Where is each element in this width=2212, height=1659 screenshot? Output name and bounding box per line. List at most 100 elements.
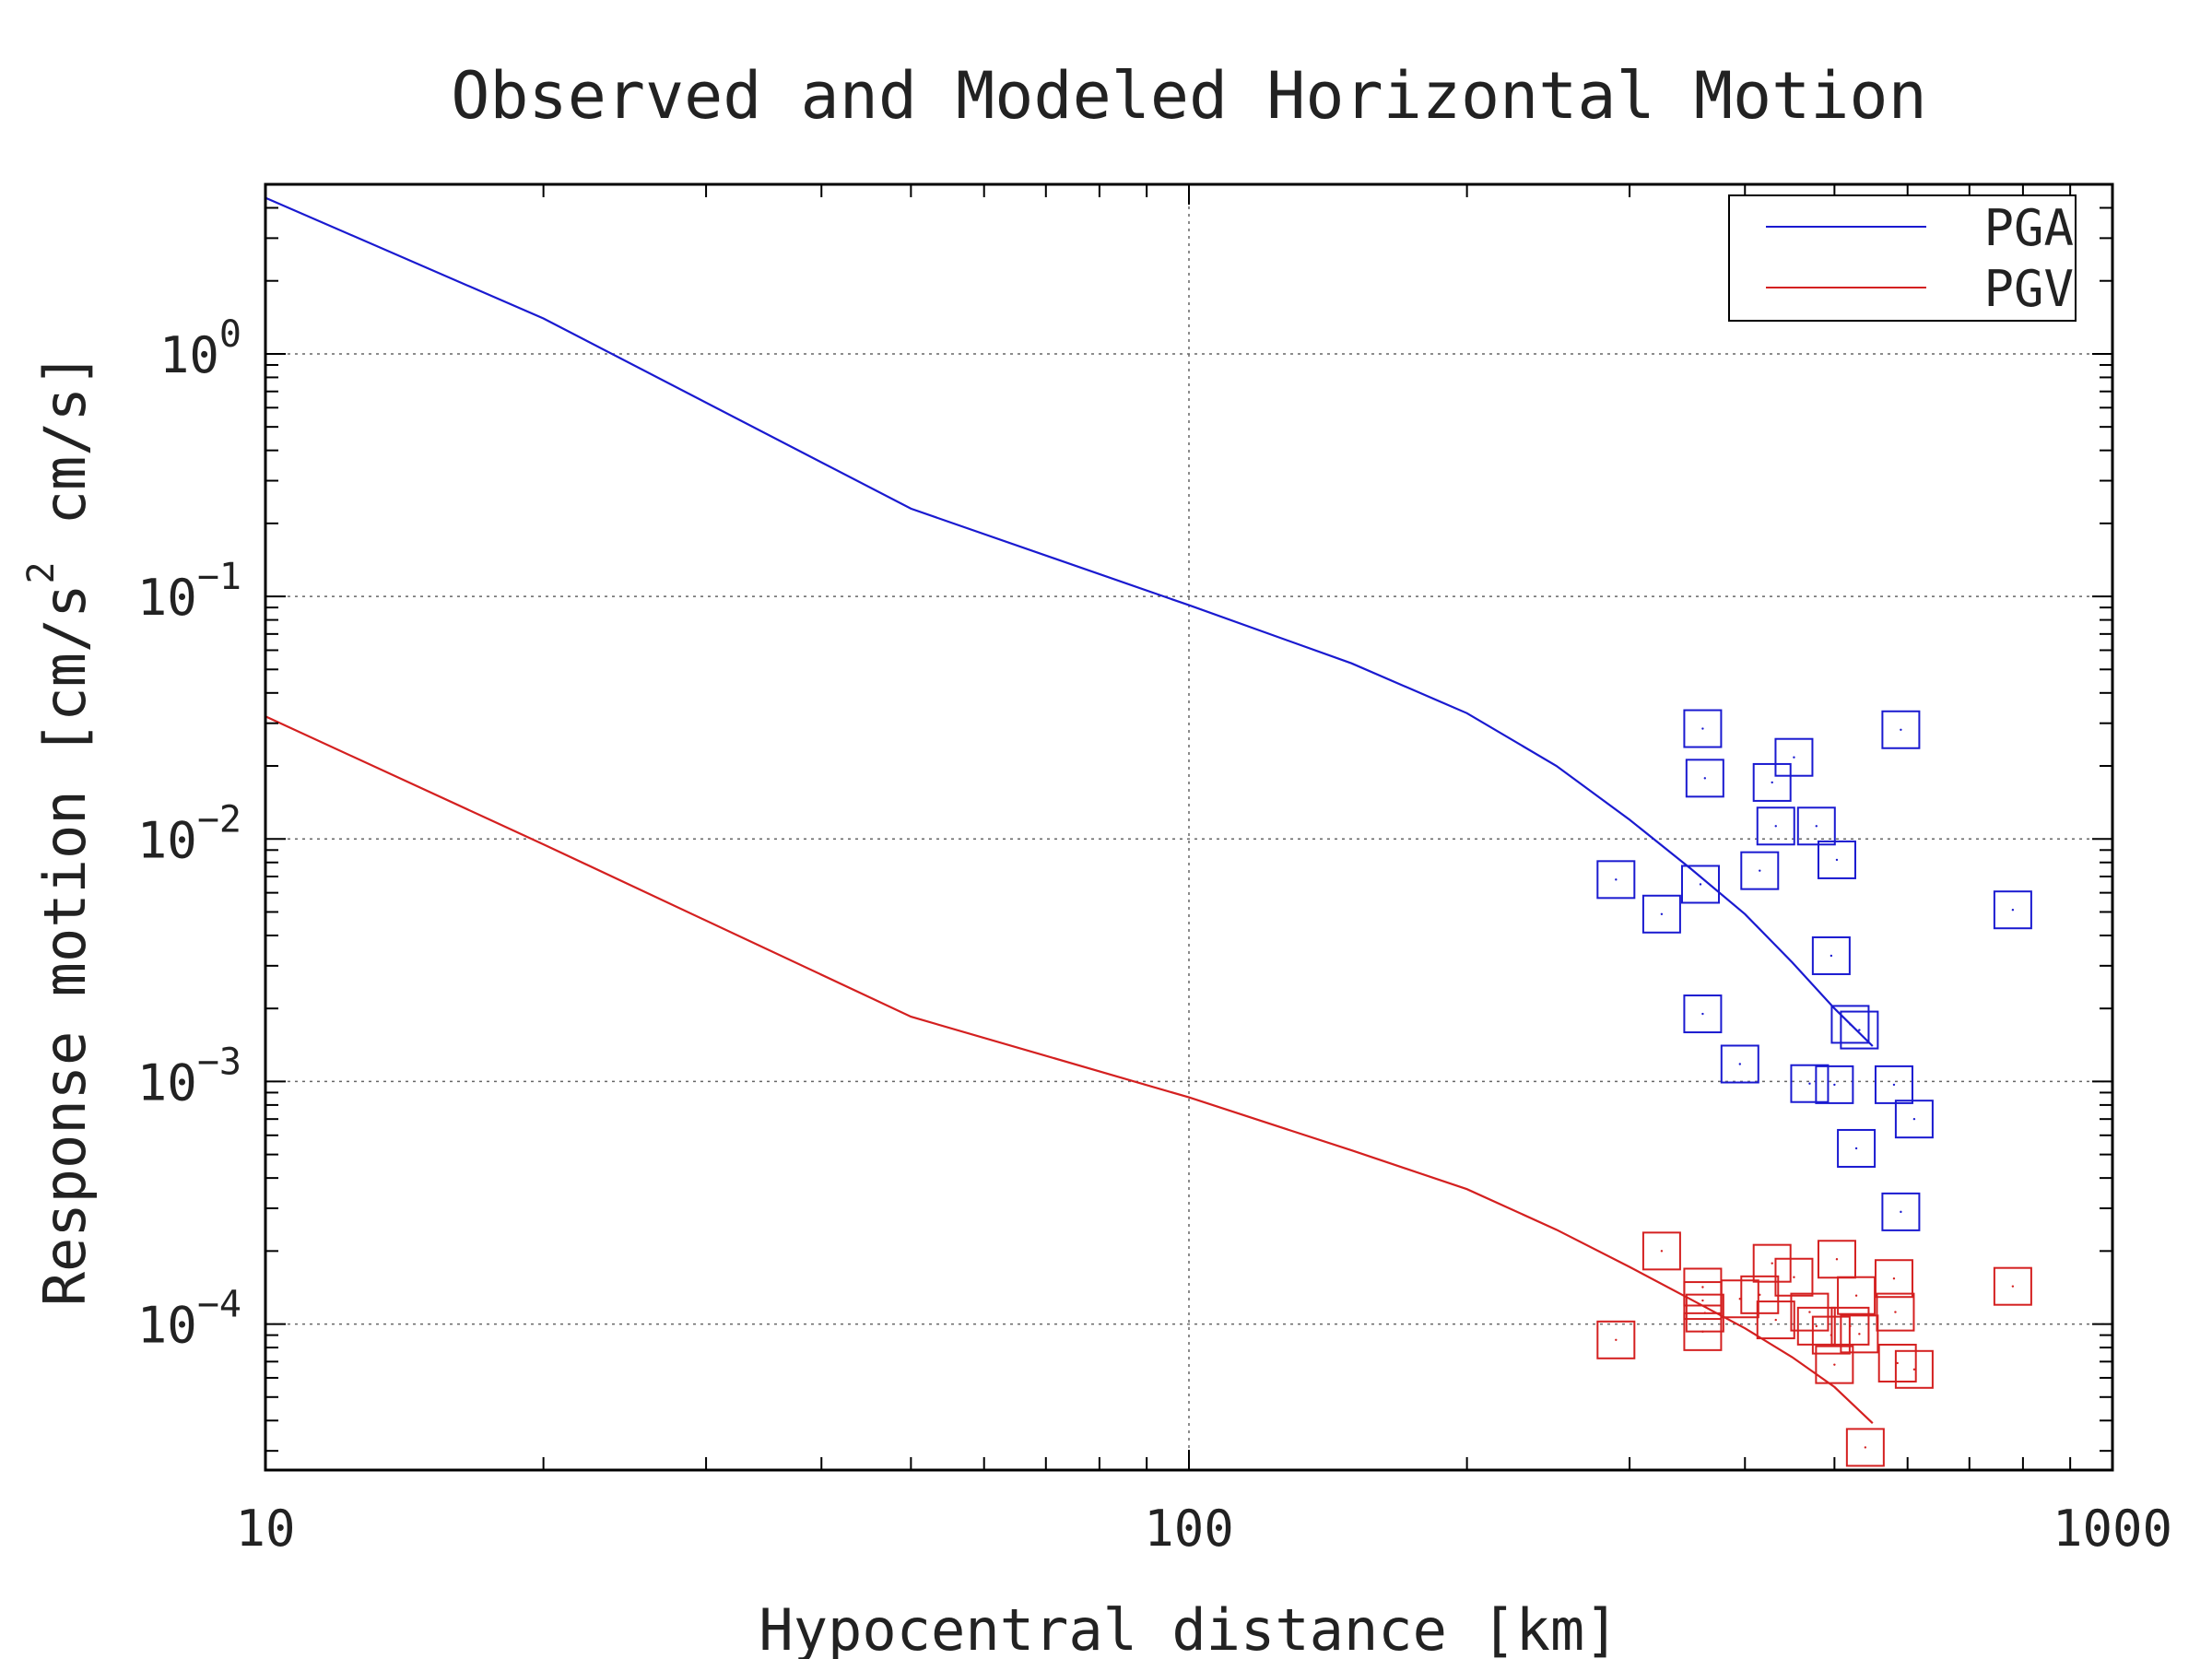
marker-pga [1840,1010,1879,1050]
marker-dot-pga [1774,825,1777,828]
marker-pga [1817,840,1856,879]
marker-dot-pga [1815,825,1818,828]
marker-dot-pga [1833,1083,1836,1087]
chart-title: Observed and Modeled Horizontal Motion [451,58,1926,134]
marker-pga [1683,709,1723,748]
y-tick-exponent: −4 [197,1284,241,1326]
marker-pgv [1874,1259,1913,1299]
y-tick-label: 10−1 [137,556,241,627]
marker-dot-pga [1892,1083,1896,1087]
marker-pga [1881,710,1921,749]
marker-dot-pgv [1892,1277,1896,1280]
legend-box [1728,194,2077,322]
marker-dot-pgv [1808,1311,1811,1313]
marker-dot-pga [1793,756,1795,759]
marker-dot-pgv [1912,1368,1916,1371]
x-axis-label: Hypocentral distance [km] [759,1596,1618,1659]
y-tick-exponent: −1 [197,556,241,598]
marker-dot-pgv [1854,1294,1858,1297]
marker-pga [1740,851,1780,890]
y-axis-label-unit: cm/s] [31,353,99,525]
marker-pga [1837,1128,1877,1168]
marker-pgv [1752,1243,1792,1283]
marker-pgv [1596,1320,1636,1359]
y-tick-base: 10 [137,569,197,627]
marker-dot-pgv [1701,1330,1704,1334]
marker-dot-pga [1830,954,1833,958]
marker-dot-pgv [1701,1286,1704,1288]
marker-pgv [1817,1240,1856,1279]
marker-pgv [1756,1300,1795,1340]
y-tick-exponent: 0 [219,313,241,356]
marker-pgv [1815,1345,1854,1384]
marker-pga [1811,935,1851,975]
x-tick-label: 10 [235,1500,295,1558]
marker-dot-pgv [2011,1285,2015,1288]
marker-pgv [1840,1314,1879,1354]
marker-pgv [1790,1292,1830,1332]
marker-pga [1774,737,1814,777]
marker-pga [1815,1065,1854,1104]
marker-pgv [1796,1306,1836,1346]
marker-dot-pgv [1864,1446,1867,1449]
marker-dot-pgv [1858,1333,1861,1335]
y-tick-exponent: −3 [197,1041,241,1083]
y-tick-label: 100 [159,313,241,384]
marker-pgv [1876,1292,1915,1332]
marker-dot-pga [1912,1117,1916,1121]
marker-pga [1641,894,1681,934]
marker-dot-pgv [1615,1338,1618,1342]
y-tick-exponent: −2 [197,798,241,841]
marker-dot-pgv [1793,1276,1795,1278]
marker-dot-pga [1660,912,1664,915]
marker-pga [1881,1192,1921,1231]
marker-dot-pga [1849,1023,1852,1026]
x-tick-label: 1000 [2053,1500,2172,1558]
marker-dot-pgv [1833,1363,1836,1366]
y-axis-label-superscript: 2 [20,561,63,583]
marker-dot-pga [1701,1012,1704,1016]
marker-pga [1796,806,1836,846]
marker-pga [1596,860,1636,900]
series-line-pga [265,196,1874,1047]
marker-pga [1685,759,1724,798]
marker-dot-pgv [1660,1250,1664,1253]
marker-pgv [1845,1428,1885,1467]
marker-dot-pga [1699,883,1702,886]
legend-label-pgv: PGV [1983,260,2074,318]
marker-dot-pgv [1835,1258,1839,1261]
y-tick-base: 10 [159,326,219,384]
grid-lines [265,184,2112,1470]
marker-pga [1993,890,2032,930]
marker-dot-pga [1854,1147,1858,1150]
marker-pgv [1894,1349,1934,1389]
y-axis-label-main: Response motion [cm/s [31,583,99,1306]
marker-pga [1790,1064,1830,1103]
marker-dot-pgv [1815,1324,1818,1328]
marker-dot-pga [1900,1210,1902,1214]
marker-dot-pgv [1771,1262,1773,1265]
legend-label-pga: PGA [1983,199,2074,257]
marker-dot-pga [1858,1029,1861,1031]
x-tick-label: 100 [1144,1500,1234,1558]
marker-dot-pga [1771,781,1773,784]
marker-pgv [1877,1343,1917,1382]
marker-dot-pga [1615,878,1618,881]
y-tick-base: 10 [137,811,197,869]
marker-dot-pgv [1849,1324,1852,1328]
marker-pga [1894,1100,1934,1139]
marker-pgv [1774,1257,1814,1297]
marker-dot-pgv [1759,1293,1761,1297]
marker-dot-pga [1703,777,1707,780]
marker-pga [1680,865,1720,904]
marker-dot-pgv [1896,1361,1899,1365]
y-tick-label: 10−3 [137,1041,241,1112]
marker-dot-pga [1835,858,1839,862]
marker-dot-pga [1900,728,1902,731]
marker-pgv [1830,1306,1870,1346]
y-tick-base: 10 [137,1297,197,1355]
marker-pga [1874,1065,1913,1104]
marker-dot-pgv [1894,1311,1897,1313]
